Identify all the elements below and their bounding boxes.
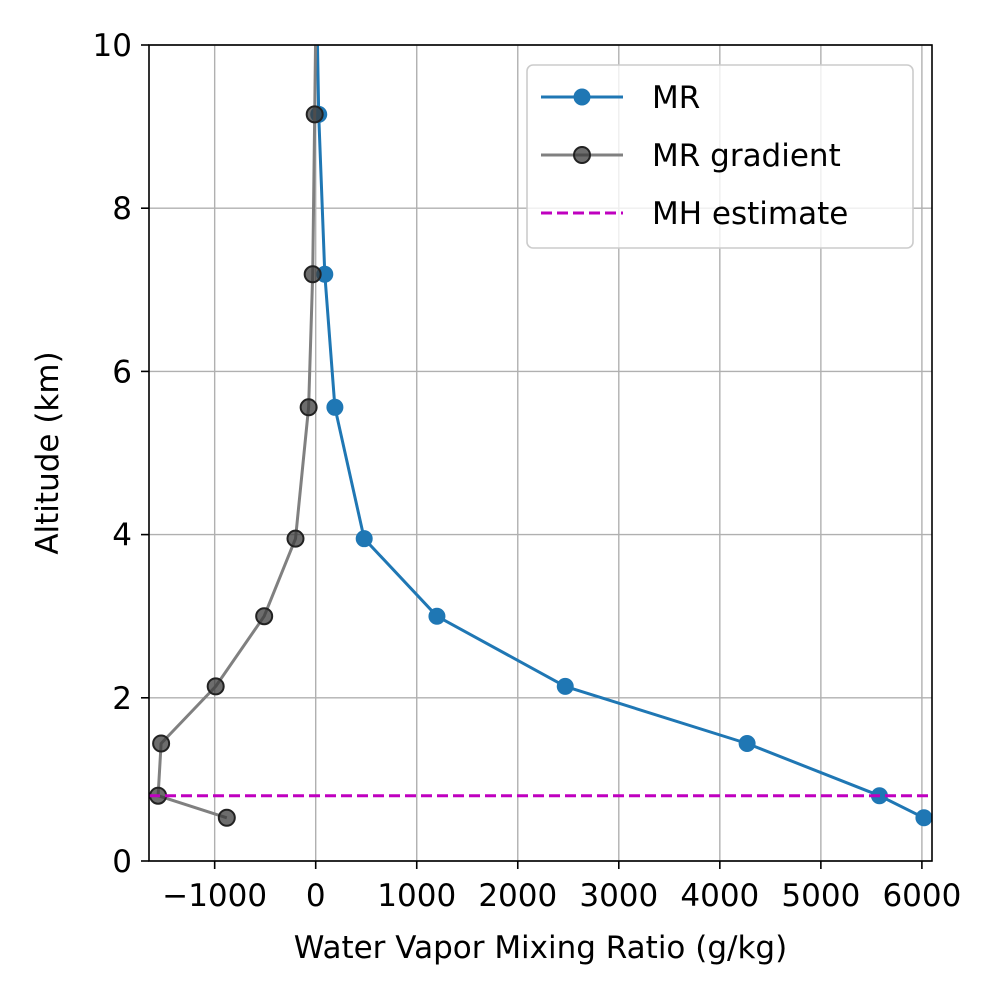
legend-mh-estimate-label: MH estimate bbox=[652, 196, 848, 232]
mr-point bbox=[738, 734, 756, 752]
mr-gradient-point bbox=[299, 398, 318, 417]
clipped-series-group bbox=[149, 45, 932, 827]
axis-ticks: −1000 0 1000 2000 3000 4000 5000 6000 0 2 4 6 8 10 bbox=[93, 28, 962, 914]
y-tick-label: 8 bbox=[112, 191, 132, 227]
y-tick-label: 0 bbox=[112, 844, 132, 880]
y-tick-label: 2 bbox=[112, 681, 132, 717]
y-tick-label: 4 bbox=[112, 518, 132, 554]
mr-point bbox=[556, 677, 574, 695]
y-tick-label: 6 bbox=[112, 354, 132, 390]
x-tick-label: 5000 bbox=[781, 878, 860, 914]
mr-point bbox=[326, 398, 344, 416]
mr-gradient-point bbox=[286, 529, 305, 548]
mr-gradient-point bbox=[152, 734, 171, 753]
x-tick-label: 4000 bbox=[680, 878, 759, 914]
legend-mr-label: MR bbox=[652, 80, 700, 116]
mr-line bbox=[315, 45, 925, 820]
mr-gradient-point bbox=[217, 808, 236, 827]
legend-mr-marker bbox=[573, 88, 591, 106]
y-tick-label: 10 bbox=[93, 28, 132, 64]
mr-gradient-point bbox=[255, 607, 274, 626]
x-tick-label: −1000 bbox=[162, 878, 267, 914]
y-axis-title: Altitude (km) bbox=[30, 351, 66, 554]
mr-gradient-point bbox=[206, 677, 225, 696]
x-tick-label: 1000 bbox=[377, 878, 456, 914]
mr-point bbox=[915, 809, 932, 827]
data-series bbox=[149, 45, 932, 827]
x-tick-label: 0 bbox=[306, 878, 326, 914]
mr-gradient-line bbox=[156, 45, 318, 820]
x-tick-label: 3000 bbox=[579, 878, 658, 914]
mr-gradient-point bbox=[305, 105, 324, 124]
x-tick-label: 2000 bbox=[478, 878, 557, 914]
legend: MR MR gradient MH estimate bbox=[526, 64, 914, 249]
mr-point bbox=[355, 530, 373, 548]
legend-mr-gradient-marker bbox=[573, 146, 591, 164]
mr-gradient-point bbox=[303, 265, 322, 284]
legend-box bbox=[526, 64, 914, 249]
x-axis-title: Water Vapor Mixing Ratio (g/kg) bbox=[294, 930, 787, 966]
x-tick-label: 6000 bbox=[882, 878, 961, 914]
mr-point bbox=[428, 607, 446, 625]
plot-area-frame bbox=[148, 44, 933, 862]
legend-mr-gradient-label: MR gradient bbox=[652, 138, 841, 174]
